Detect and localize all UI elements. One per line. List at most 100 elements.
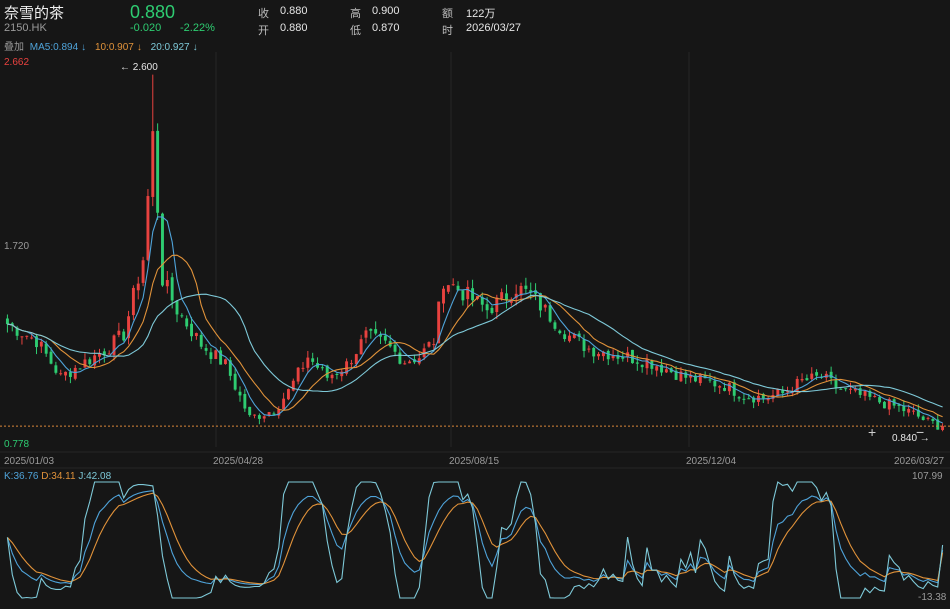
overlay-toggle[interactable]: 叠加 <box>4 42 24 53</box>
candle-body <box>572 334 576 338</box>
candle-body <box>907 408 911 413</box>
candle-body <box>131 287 135 316</box>
candle-body <box>800 379 804 381</box>
candle-body <box>107 353 111 355</box>
candle-body <box>146 196 150 260</box>
candle-body <box>165 280 169 287</box>
candle-body <box>349 363 353 365</box>
candle-body <box>543 304 547 308</box>
candle-body <box>684 372 688 378</box>
candle-body <box>398 352 402 364</box>
candle-body <box>621 356 625 359</box>
collapse-minus-icon[interactable]: − <box>916 424 925 440</box>
candle-body <box>185 318 189 327</box>
candle-body <box>524 285 528 289</box>
high-label: 高 <box>350 8 361 20</box>
candle-body <box>611 355 615 359</box>
candle-body <box>219 350 223 365</box>
candle-body <box>708 379 712 381</box>
candle-body <box>558 330 562 334</box>
candle-body <box>568 335 571 342</box>
candle-body <box>301 367 305 369</box>
ma5-line <box>7 216 943 424</box>
candle-body <box>325 365 329 378</box>
x-tick-label: 2025/08/15 <box>449 456 500 467</box>
candle-body <box>393 344 397 352</box>
candle-body <box>156 130 160 213</box>
x-tick-label: 2025/12/04 <box>686 456 737 467</box>
candle-body <box>921 416 925 420</box>
candle-body <box>694 375 697 382</box>
candle-body <box>364 330 368 338</box>
stock-name: 奈雪的茶 <box>4 5 65 22</box>
candle-body <box>664 369 668 373</box>
candle-body <box>432 344 436 346</box>
candle-body <box>795 378 799 392</box>
candle-body <box>272 413 276 415</box>
candle-body <box>863 390 867 396</box>
candle-body <box>253 414 256 416</box>
low-marker: 0.840 → <box>892 433 930 444</box>
candle-body <box>287 389 290 400</box>
candle-body <box>868 390 872 397</box>
candle-body <box>446 285 450 292</box>
candle-body <box>117 330 121 335</box>
candle-body <box>461 290 465 301</box>
candle-body <box>689 374 693 378</box>
candle-body <box>485 304 489 311</box>
candle-body <box>645 358 649 369</box>
open-value: 0.880 <box>280 22 308 34</box>
ma20-legend: 20:0.927 ↓ <box>150 42 198 53</box>
candle-body <box>674 370 678 380</box>
candle-body <box>122 331 126 341</box>
close-value: 0.880 <box>280 5 308 17</box>
candle-body <box>374 329 378 334</box>
candle-body <box>810 373 814 379</box>
candle-body <box>727 382 731 392</box>
high-marker: ← 2.600 <box>120 62 158 73</box>
candle-body <box>102 351 106 356</box>
candle-body <box>737 397 741 399</box>
candle-body <box>243 393 247 409</box>
candle-body <box>403 363 407 365</box>
candle-body <box>635 362 639 364</box>
candle-body <box>752 397 756 403</box>
candle-body <box>20 336 24 338</box>
price-change-pct: -2.22% <box>180 22 215 34</box>
candle-body <box>262 416 266 419</box>
candle-body <box>369 328 373 331</box>
candle-body <box>548 305 552 322</box>
ma10-legend: 10:0.907 ↓ <box>94 42 142 53</box>
candle-body <box>480 297 484 305</box>
candle-body <box>54 365 58 373</box>
high-value: 0.900 <box>372 5 400 17</box>
candle-body <box>379 334 382 337</box>
candle-body <box>776 389 780 396</box>
low-label: 低 <box>350 25 361 37</box>
candle-body <box>35 336 38 348</box>
candle-body <box>844 388 848 390</box>
candle-body <box>340 371 344 377</box>
candle-body <box>655 366 659 371</box>
candle-body <box>742 398 746 400</box>
candle-body <box>514 293 518 299</box>
candle-body <box>936 419 940 430</box>
candle-body <box>587 348 591 350</box>
candle-body <box>83 359 87 368</box>
candle-body <box>30 337 34 339</box>
price-axis-mid: 1.720 <box>4 241 30 252</box>
crosshair-plus-icon[interactable]: + <box>868 424 877 440</box>
candle-body <box>451 284 455 286</box>
kdj-j-legend: J:42.08 <box>78 471 112 482</box>
kdj-axis-max: 107.99 <box>912 471 943 482</box>
candle-body <box>39 341 43 347</box>
candle-body <box>718 386 722 388</box>
candle-body <box>490 307 494 314</box>
candle-body <box>849 388 852 390</box>
candle-body <box>834 380 838 388</box>
candle-body <box>926 417 930 419</box>
candle-body <box>141 260 145 283</box>
ma-legend: 叠加 MA5:0.894 ↓ 10:0.907 ↓ 20:0.927 ↓ <box>4 38 204 53</box>
candle-body <box>49 351 53 364</box>
price-change: -0.020 <box>130 22 162 34</box>
